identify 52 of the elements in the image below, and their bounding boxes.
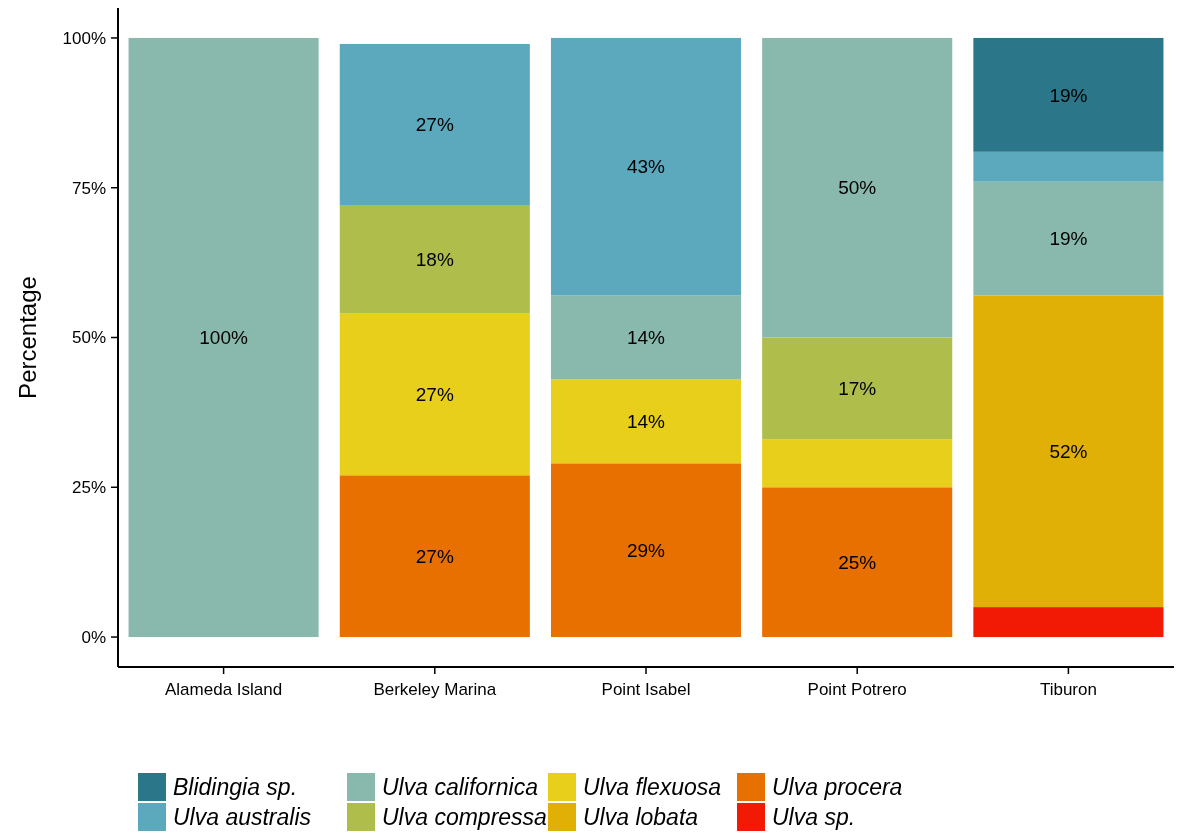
data-label: 17%	[838, 378, 877, 400]
bar	[550, 379, 742, 464]
y-tick-label: 75%	[71, 178, 106, 198]
bar	[550, 295, 742, 380]
data-label: 27%	[415, 384, 454, 406]
data-label: 19%	[1049, 84, 1088, 106]
y-tick-label: 25%	[71, 478, 106, 498]
data-label: 27%	[415, 114, 454, 136]
data-label: 25%	[838, 551, 877, 573]
x-tick-label: Point Potrero	[807, 680, 907, 699]
y-tick-label: 0%	[81, 628, 106, 647]
data-label: 27%	[415, 545, 454, 567]
bar	[973, 37, 1164, 152]
legend-label: Ulva compressa	[382, 804, 547, 831]
bar	[550, 37, 742, 296]
y-tick-label: 100%	[62, 28, 106, 48]
data-label: 43%	[626, 156, 666, 178]
data-label: 14%	[626, 327, 666, 349]
bar	[128, 37, 319, 638]
x-tick-label: Tiburon	[1039, 680, 1097, 699]
legend-label: Ulva flexuosa	[583, 774, 722, 801]
bar	[973, 181, 1164, 296]
data-label: 52%	[1049, 440, 1088, 462]
bar	[973, 607, 1164, 638]
data-label: 14%	[626, 411, 666, 433]
bar	[973, 151, 1164, 182]
legend-label: Blidingia sp.	[173, 774, 298, 801]
y-tick-label: 50%	[71, 328, 106, 348]
data-label: 29%	[626, 539, 666, 561]
bar	[550, 463, 742, 638]
legend-label: Ulva sp.	[772, 804, 856, 831]
bar	[973, 295, 1164, 608]
data-label: 19%	[1049, 228, 1088, 250]
bar	[762, 37, 953, 338]
x-tick-label: Berkeley Marina	[373, 680, 497, 699]
data-label: 100%	[199, 327, 248, 349]
legend-label: Ulva procera	[772, 774, 903, 801]
bar	[339, 475, 530, 638]
x-tick-label: Alameda Island	[165, 680, 283, 699]
legend-label: Ulva lobata	[583, 804, 699, 831]
bar	[339, 205, 530, 314]
bar	[339, 43, 530, 206]
y-axis-title: Percentage	[14, 276, 41, 399]
bar	[762, 337, 953, 440]
bar	[762, 439, 953, 488]
legend-label: Ulva californica	[382, 774, 538, 801]
bar	[339, 313, 530, 476]
bar	[762, 487, 953, 638]
data-label: 50%	[838, 177, 877, 199]
x-tick-label: Point Isabel	[601, 680, 691, 699]
data-label: 18%	[415, 249, 454, 271]
legend-label: Ulva australis	[173, 804, 312, 831]
